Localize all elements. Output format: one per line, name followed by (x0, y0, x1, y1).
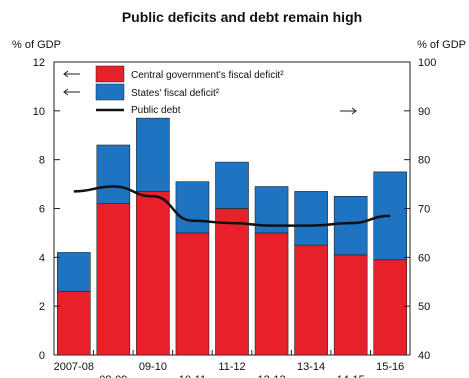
bar-central-6 (294, 244, 328, 356)
bar-states-2 (136, 117, 170, 192)
right-tick-label: 50 (418, 301, 430, 313)
bar-central-2 (136, 191, 170, 356)
left-axis-unit: % of GDP (12, 39, 61, 51)
left-arrowhead-icon (63, 70, 69, 78)
right-tick-label: 60 (418, 252, 430, 264)
bar-states-1 (96, 144, 131, 204)
legend-label-central: Central government's fiscal deficit² (131, 70, 284, 81)
left-tick-label: 4 (39, 252, 45, 264)
left-arrowhead-icon (63, 88, 69, 96)
x-axis-labels: 2007-08 08-09 09-10 10-11 11-12 12-13 13-14 14-… (53, 350, 404, 378)
x-tick-label: 14-15 (337, 374, 365, 378)
right-tick-label: 100 (418, 57, 436, 69)
bar-central-0 (56, 291, 91, 356)
bar-central-1 (96, 203, 131, 356)
legend-label-debt: Public debt (131, 105, 181, 116)
x-tick-label: 12-13 (257, 374, 285, 378)
bar-states-6 (294, 191, 328, 246)
bar-central-5 (254, 232, 289, 356)
right-axis-unit: % of GDP (417, 39, 466, 51)
x-tick-label: 11-12 (218, 361, 245, 373)
left-tick-label: 10 (33, 106, 45, 118)
bar-central-4 (215, 208, 249, 356)
bar-central-3 (175, 232, 210, 356)
chart-title: Public deficits and debt remain high (122, 9, 362, 25)
x-tick-label: 13-14 (297, 361, 325, 373)
x-tick-label: 08-09 (99, 374, 127, 378)
debt-line-group (73, 185, 391, 227)
right-arrowhead-icon (351, 107, 357, 115)
right-tick-label: 70 (418, 204, 430, 216)
legend-swatch-central (95, 65, 125, 83)
bar-states-0 (56, 252, 91, 292)
left-tick-label: 8 (39, 155, 45, 167)
bar-central-7 (333, 254, 368, 356)
right-tick-label: 80 (418, 155, 430, 167)
x-tick-label: 15-16 (376, 361, 404, 373)
x-tick-label: 10-11 (179, 374, 206, 378)
left-tick-label: 6 (39, 204, 45, 216)
right-tick-label: 90 (418, 106, 430, 118)
axis-ticks: 0 2 4 6 8 10 12 40 50 60 70 80 90 100 (33, 57, 437, 362)
bar-states-3 (175, 181, 210, 234)
x-tick-label: 09-10 (139, 361, 167, 373)
left-tick-label: 2 (39, 301, 45, 313)
left-tick-label: 12 (33, 57, 45, 69)
legend: Central government's fiscal deficit² Sta… (63, 65, 357, 116)
bar-states-7 (333, 195, 368, 256)
x-tick-label: 2007-08 (54, 361, 94, 373)
bars-group (56, 117, 408, 356)
bar-states-4 (215, 161, 249, 209)
right-tick-label: 40 (418, 350, 430, 362)
bar-central-8 (373, 259, 408, 356)
legend-swatch-states (95, 83, 125, 101)
legend-label-states: States' fiscal deficit² (131, 88, 220, 99)
left-tick-label: 0 (39, 350, 45, 362)
